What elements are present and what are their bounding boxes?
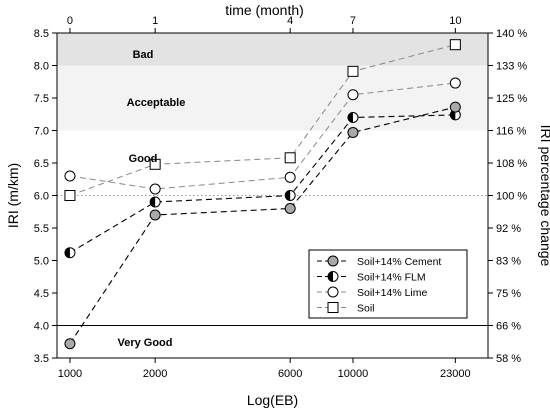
point-soil-14-cement-23000 — [449, 101, 461, 113]
point-soil-23000 — [449, 39, 461, 51]
legend-label-soil: Soil — [357, 303, 375, 315]
right-tick-label-66: 66 % — [496, 321, 521, 333]
x-axis-title: Log(EB) — [247, 392, 298, 408]
y-tick-label-4-5: 4.5 — [34, 288, 49, 300]
legend-marker-soil-14-flm-ring — [327, 271, 339, 282]
point-soil-14-flm-2000 — [149, 196, 161, 208]
reference-lines — [57, 195, 488, 326]
point-soil-14-cement-6000 — [284, 203, 296, 214]
right-tick-label-140: 140 % — [496, 28, 527, 40]
legend-marker-soil-14-cement — [327, 255, 339, 267]
top-tick-label-0: 0 — [67, 15, 73, 27]
point-soil-14-lime-23000 — [449, 77, 461, 89]
right-tick-label-125: 125 % — [496, 93, 527, 105]
right-tick-label-116: 116 % — [496, 126, 527, 138]
region-label-good: Good — [129, 153, 158, 165]
region-labels: Bad Acceptable Good Very Good — [117, 49, 185, 349]
region-label-bad: Bad — [133, 49, 154, 61]
series-points — [64, 39, 461, 350]
region-label-acceptable: Acceptable — [127, 97, 186, 109]
y-tick-label-5-0: 5.0 — [34, 256, 49, 268]
region-acceptable — [57, 65, 488, 131]
top-tick-label-7: 7 — [350, 15, 356, 27]
y-tick-label-6-5: 6.5 — [34, 158, 49, 170]
x-tick-label-1000: 1000 — [58, 368, 82, 380]
legend-label-soil-14-lime: Soil+14% Lime — [357, 287, 427, 299]
legend-label-soil-14-flm: Soil+14% FLM — [357, 272, 426, 284]
y-tick-label-8-5: 8.5 — [34, 28, 49, 40]
region-bad — [57, 33, 488, 66]
top-tick-label-4: 4 — [287, 15, 293, 27]
top-tick-label-1: 1 — [152, 15, 158, 27]
point-soil-14-flm-1000-fill — [64, 247, 70, 258]
right-tick-label-75: 75 % — [496, 288, 521, 300]
right-tick-label-100: 100 % — [496, 191, 527, 203]
y-axis-title: IRI (m/km) — [5, 163, 21, 228]
right-axis-title: IRI percentage change — [538, 125, 550, 267]
point-soil-1000 — [64, 190, 76, 201]
point-soil-14-cement-2000 — [149, 209, 161, 221]
y-tick-label-4-0: 4.0 — [34, 321, 49, 333]
point-soil-14-flm-1000 — [64, 247, 76, 259]
right-tick-label-58: 58 % — [496, 353, 521, 365]
y-tick-label-7-5: 7.5 — [34, 93, 49, 105]
x-tick-label-23000: 23000 — [440, 368, 471, 380]
right-tick-label-83: 83 % — [496, 256, 521, 268]
point-soil-14-lime-1000 — [64, 170, 76, 182]
right-tick-label-108: 108 % — [496, 158, 527, 170]
point-soil-14-flm-6000 — [284, 190, 296, 201]
region-very-good — [57, 325, 488, 358]
point-soil-14-lime-6000 — [284, 171, 296, 183]
x-tick-label-6000: 6000 — [278, 368, 302, 380]
top-axis-title: time (month) — [225, 2, 304, 18]
y-tick-label-5-5: 5.5 — [34, 223, 49, 235]
point-soil-14-lime-2000 — [149, 183, 161, 195]
point-soil-14-flm-10000-fill — [347, 112, 353, 123]
point-soil-14-flm-2000-ring — [149, 196, 161, 208]
x-tick-label-2000: 2000 — [143, 368, 167, 380]
point-soil-14-cement-10000 — [347, 126, 359, 138]
point-soil-14-flm-10000 — [347, 112, 359, 123]
y-tick-label-3-5: 3.5 — [34, 353, 49, 365]
point-soil-14-cement-1000 — [64, 338, 76, 350]
series-line-soil-14-cement — [69, 106, 456, 345]
legend-label-soil-14-cement: Soil+14% Cement — [357, 256, 441, 268]
point-soil-14-flm-1000-ring — [64, 247, 76, 259]
y-tick-label-7-0: 7.0 — [34, 126, 49, 138]
y-tick-label-6-0: 6.0 — [34, 191, 49, 203]
top-tick-label-10: 10 — [449, 15, 461, 27]
legend-marker-soil-14-flm — [327, 271, 339, 282]
right-tick-label-133: 133 % — [496, 61, 527, 73]
axis-ticks: 1000 2000 6000 10000 23000 0 1 4 7 10 3.5 4.0 4.5 5.0… — [34, 15, 528, 380]
point-soil-10000 — [347, 65, 359, 77]
point-soil-6000 — [284, 152, 296, 164]
legend: Soil+14% Cement Soil+14% FLM Soil+14% Lime… — [308, 249, 468, 319]
right-tick-label-92: 92 % — [496, 223, 521, 235]
point-soil-14-lime-10000 — [347, 89, 359, 101]
point-soil-2000 — [149, 158, 161, 170]
point-soil-14-flm-10000-ring — [347, 112, 359, 123]
legend-marker-soil — [327, 302, 339, 313]
legend-marker-soil-14-lime — [327, 286, 339, 298]
x-tick-label-10000: 10000 — [338, 368, 369, 380]
point-soil-14-flm-2000-fill — [150, 197, 156, 207]
point-soil-14-flm-6000-fill — [285, 190, 291, 201]
y-tick-label-8-0: 8.0 — [34, 61, 49, 73]
legend-marker-soil-14-flm-fill — [328, 271, 333, 282]
region-label-very-good: Very Good — [117, 337, 172, 349]
point-soil-14-flm-6000-ring — [284, 190, 296, 201]
